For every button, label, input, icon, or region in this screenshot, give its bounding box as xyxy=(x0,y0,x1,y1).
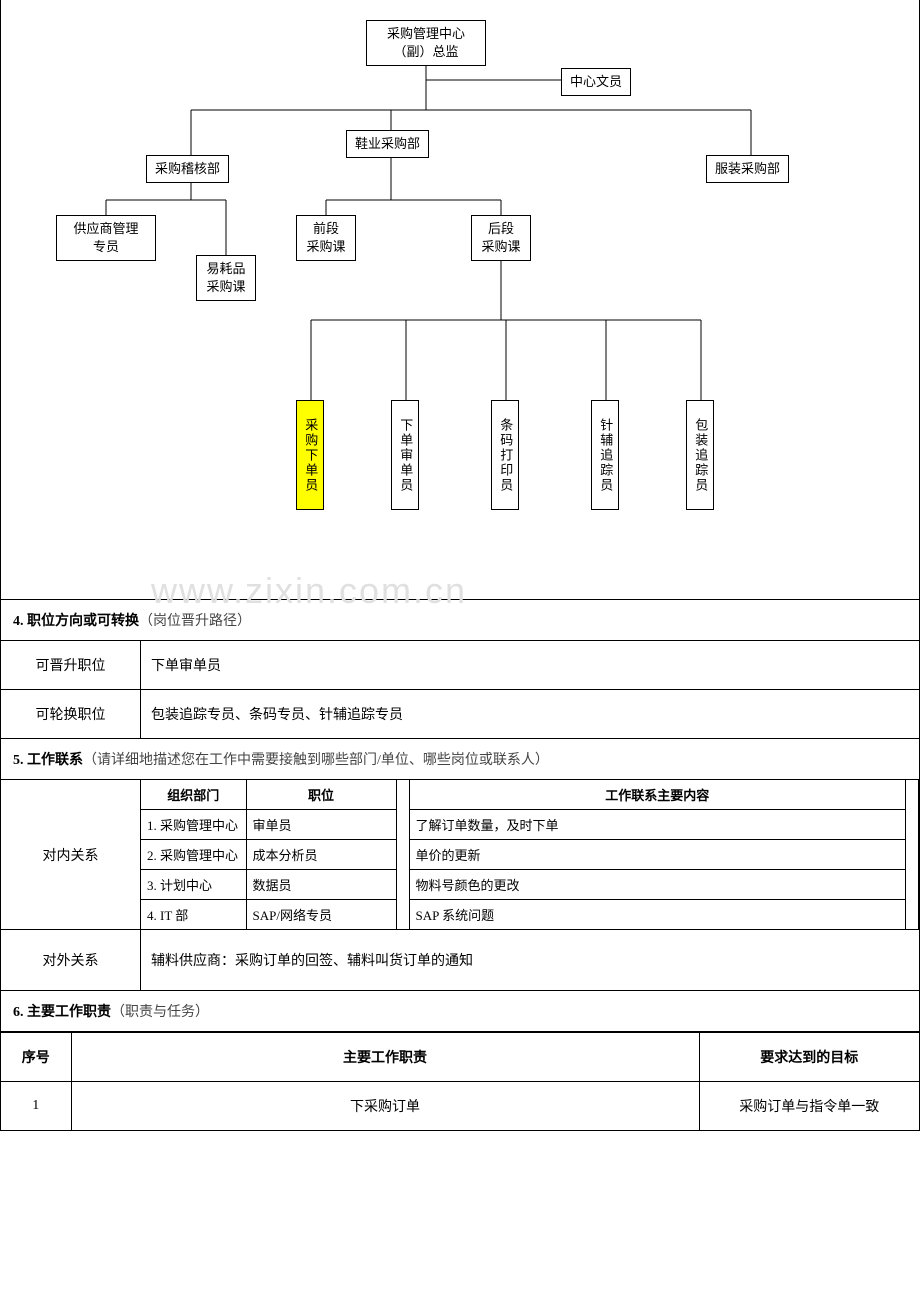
node-apparel-label: 服装采购部 xyxy=(715,161,780,176)
node-root-label: 采购管理中心（副）总监 xyxy=(387,26,465,59)
section6-title-light: （职责与任务） xyxy=(111,1005,209,1020)
section4-title-bold: 4. 职位方向或可转换 xyxy=(13,614,139,629)
th-gap xyxy=(396,780,409,810)
node-back: 后段采购课 xyxy=(471,215,531,261)
th-pos: 职位 xyxy=(246,780,396,810)
section5-internal-label: 对内关系 xyxy=(1,780,141,929)
node-audit: 采购稽核部 xyxy=(146,155,229,183)
cell-goal: 采购订单与指令单一致 xyxy=(699,1082,919,1131)
node-clerk-label: 中心文员 xyxy=(570,74,622,89)
node-supplier: 供应商管理专员 xyxy=(56,215,156,261)
cell-pos: 审单员 xyxy=(246,810,396,840)
cell-gap2 xyxy=(906,900,919,930)
section4-row-1: 可轮换职位 包装追踪专员、条码专员、针辅追踪专员 xyxy=(1,690,919,739)
section6-table: 序号 主要工作职责 要求达到的目标 1 下采购订单 采购订单与指令单一致 xyxy=(1,1032,919,1131)
org-chart: 采购管理中心（副）总监 中心文员 采购稽核部 鞋业采购部 服装采购部 供应商管理… xyxy=(1,0,919,600)
section5-external-value: 辅料供应商：采购订单的回签、辅料叫货订单的通知 xyxy=(141,930,919,990)
section4-row-1-label: 可轮换职位 xyxy=(1,690,141,738)
duty-row: 1 下采购订单 采购订单与指令单一致 xyxy=(1,1082,919,1131)
cell-dept: 1. 采购管理中心 xyxy=(141,810,246,840)
node-consumable: 易耗品采购课 xyxy=(196,255,256,301)
node-front: 前段采购课 xyxy=(296,215,356,261)
node-leaf1-label: 采购下单员 xyxy=(303,418,318,493)
cell-dept: 4. IT 部 xyxy=(141,900,246,930)
th-duty: 主要工作职责 xyxy=(71,1033,699,1082)
cell-gap xyxy=(396,870,409,900)
node-leaf4-label: 针辅追踪员 xyxy=(598,418,613,493)
section4-row-0: 可晋升职位 下单审单员 xyxy=(1,641,919,690)
cell-pos: 成本分析员 xyxy=(246,840,396,870)
section4-row-0-value: 下单审单员 xyxy=(141,641,919,689)
cell-content: 了解订单数量，及时下单 xyxy=(409,810,906,840)
node-clerk: 中心文员 xyxy=(561,68,631,96)
node-supplier-label: 供应商管理专员 xyxy=(73,221,138,254)
section5-internal: 对内关系 组织部门 职位 工作联系主要内容 1. 采购管理中心 审单员 了解订单… xyxy=(1,780,919,930)
page: 采购管理中心（副）总监 中心文员 采购稽核部 鞋业采购部 服装采购部 供应商管理… xyxy=(0,0,920,1131)
node-apparel: 服装采购部 xyxy=(706,155,789,183)
cell-dept: 2. 采购管理中心 xyxy=(141,840,246,870)
node-leaf3-label: 条码打印员 xyxy=(498,418,513,493)
section5-title-bold: 5. 工作联系 xyxy=(13,753,83,768)
table-row: 1. 采购管理中心 审单员 了解订单数量，及时下单 xyxy=(141,810,919,840)
node-root: 采购管理中心（副）总监 xyxy=(366,20,486,66)
th-no: 序号 xyxy=(1,1033,71,1082)
section5-header: 5. 工作联系（请详细地描述您在工作中需要接触到哪些部门/单位、哪些岗位或联系人… xyxy=(1,739,919,780)
section4-header: 4. 职位方向或可转换（岗位晋升路径） xyxy=(1,600,919,641)
cell-pos: SAP/网络专员 xyxy=(246,900,396,930)
section6-header: 6. 主要工作职责（职责与任务） xyxy=(1,991,919,1032)
table-row: 3. 计划中心 数据员 物料号颜色的更改 xyxy=(141,870,919,900)
org-chart-lines xyxy=(1,0,919,599)
cell-gap2 xyxy=(906,870,919,900)
node-leaf3: 条码打印员 xyxy=(491,400,519,510)
cell-content: 物料号颜色的更改 xyxy=(409,870,906,900)
section6-title-bold: 6. 主要工作职责 xyxy=(13,1005,111,1020)
th-gap2 xyxy=(906,780,919,810)
section4-row-0-label: 可晋升职位 xyxy=(1,641,141,689)
table-row: 4. IT 部 SAP/网络专员 SAP 系统问题 xyxy=(141,900,919,930)
cell-gap xyxy=(396,810,409,840)
cell-gap xyxy=(396,840,409,870)
cell-no: 1 xyxy=(1,1082,71,1131)
cell-content: SAP 系统问题 xyxy=(409,900,906,930)
node-shoe: 鞋业采购部 xyxy=(346,130,429,158)
section4-title-light: （岗位晋升路径） xyxy=(139,614,251,629)
node-leaf1: 采购下单员 xyxy=(296,400,324,510)
cell-gap xyxy=(396,900,409,930)
cell-content: 单价的更新 xyxy=(409,840,906,870)
node-shoe-label: 鞋业采购部 xyxy=(355,136,420,151)
cell-dept: 3. 计划中心 xyxy=(141,870,246,900)
cell-gap2 xyxy=(906,840,919,870)
section5-internal-table-wrap: 组织部门 职位 工作联系主要内容 1. 采购管理中心 审单员 了解订单数量，及时… xyxy=(141,780,919,929)
section5-title-light: （请详细地描述您在工作中需要接触到哪些部门/单位、哪些岗位或联系人） xyxy=(83,753,549,768)
node-leaf5: 包装追踪员 xyxy=(686,400,714,510)
node-leaf5-label: 包装追踪员 xyxy=(693,418,708,493)
th-goal: 要求达到的目标 xyxy=(699,1033,919,1082)
section4-row-1-value: 包装追踪专员、条码专员、针辅追踪专员 xyxy=(141,690,919,738)
node-front-label: 前段采购课 xyxy=(306,221,345,254)
duty-header-row: 序号 主要工作职责 要求达到的目标 xyxy=(1,1033,919,1082)
table-header-row: 组织部门 职位 工作联系主要内容 xyxy=(141,780,919,810)
cell-duty: 下采购订单 xyxy=(71,1082,699,1131)
node-consumable-label: 易耗品采购课 xyxy=(206,261,245,294)
cell-pos: 数据员 xyxy=(246,870,396,900)
th-content: 工作联系主要内容 xyxy=(409,780,906,810)
th-dept: 组织部门 xyxy=(141,780,246,810)
node-leaf2-label: 下单审单员 xyxy=(398,418,413,493)
cell-gap2 xyxy=(906,810,919,840)
section5-external-label: 对外关系 xyxy=(1,930,141,990)
node-leaf2: 下单审单员 xyxy=(391,400,419,510)
section5-external: 对外关系 辅料供应商：采购订单的回签、辅料叫货订单的通知 xyxy=(1,930,919,991)
node-leaf4: 针辅追踪员 xyxy=(591,400,619,510)
table-row: 2. 采购管理中心 成本分析员 单价的更新 xyxy=(141,840,919,870)
node-back-label: 后段采购课 xyxy=(481,221,520,254)
node-audit-label: 采购稽核部 xyxy=(155,161,220,176)
section5-internal-table: 组织部门 职位 工作联系主要内容 1. 采购管理中心 审单员 了解订单数量，及时… xyxy=(141,780,919,929)
